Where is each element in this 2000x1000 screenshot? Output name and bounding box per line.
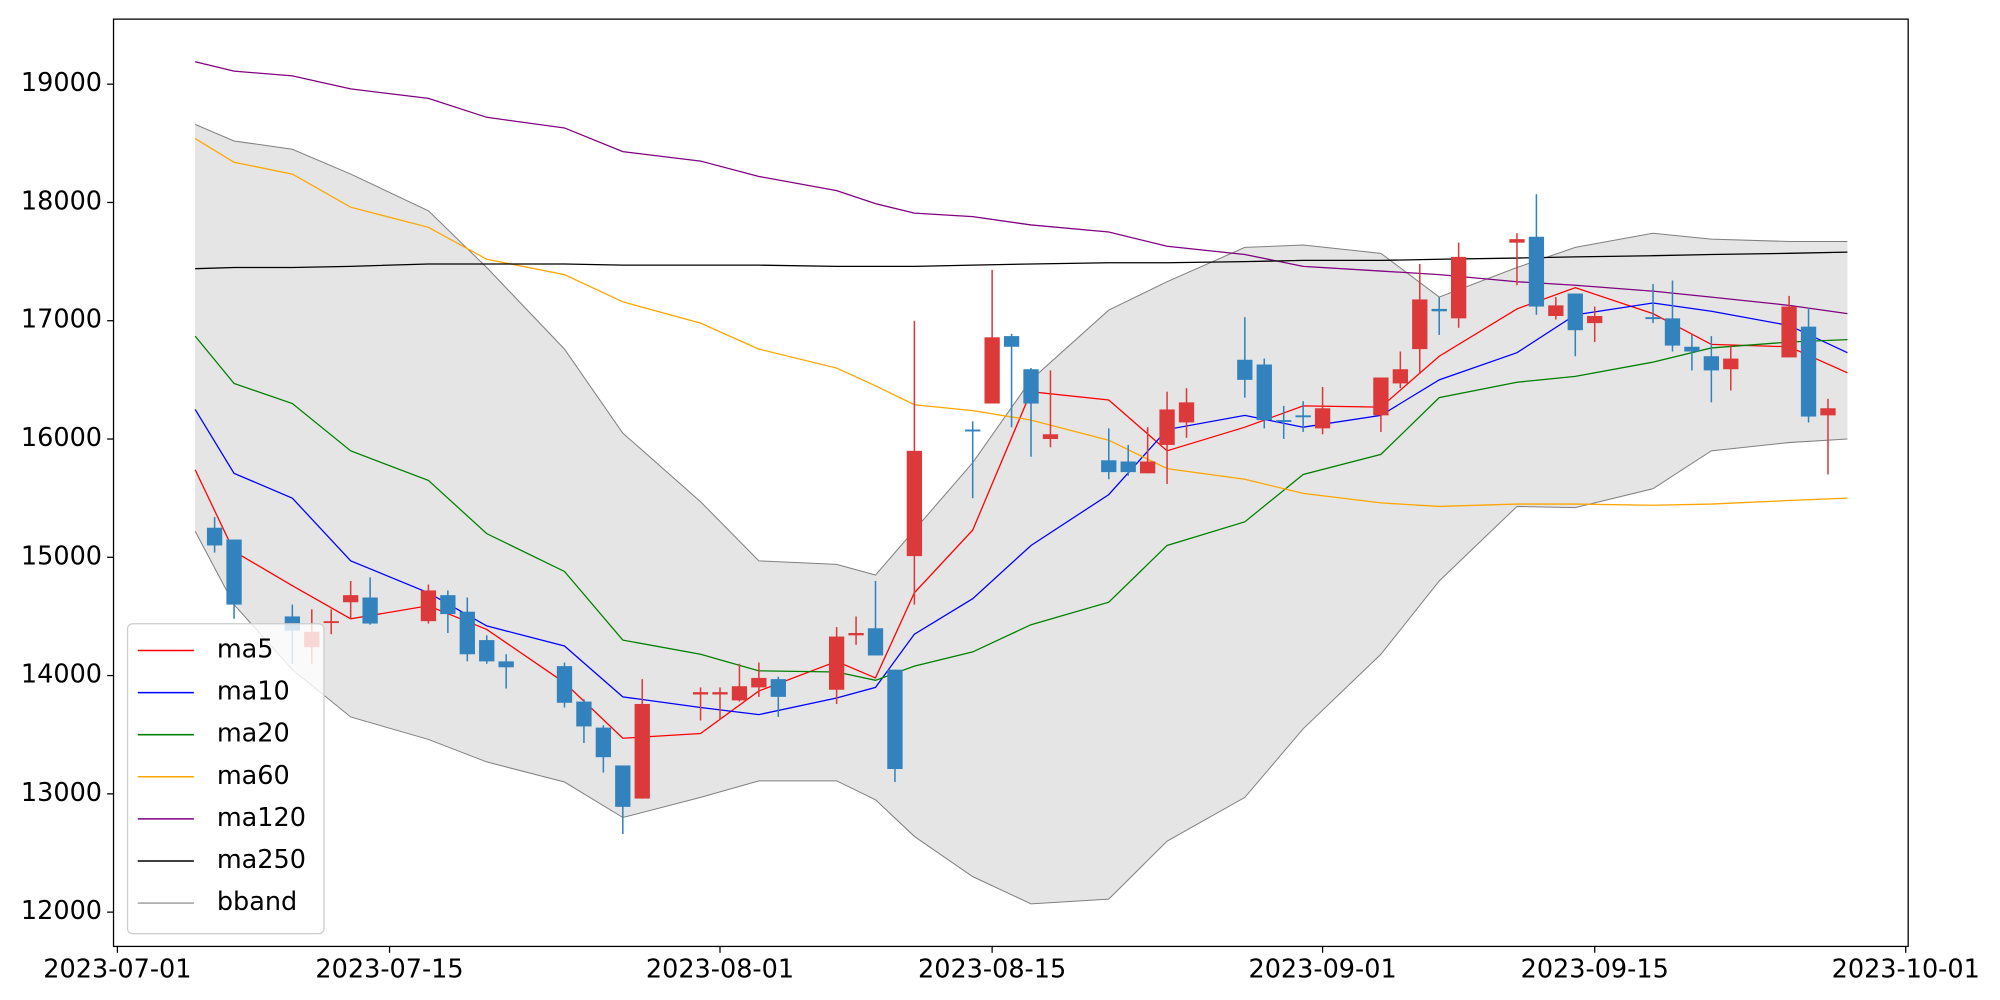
bband-fill	[195, 124, 1848, 904]
candle-body	[479, 640, 495, 662]
legend-label: ma5	[217, 635, 274, 665]
candle-body	[1509, 239, 1525, 243]
candle-body	[1567, 293, 1583, 331]
candle-body	[362, 597, 378, 624]
candle-body	[848, 632, 864, 636]
candle-body	[1392, 369, 1408, 384]
plot-frame	[112, 18, 1909, 948]
candle-body	[1820, 408, 1836, 416]
candle-body	[1042, 434, 1059, 440]
candle-body	[1450, 256, 1467, 319]
candle-body	[1314, 408, 1331, 429]
candle-body	[712, 692, 728, 695]
candle-body	[343, 595, 359, 603]
y-tick-label: 14000	[21, 660, 102, 690]
candle-body	[1781, 306, 1797, 358]
candle-body	[1373, 377, 1389, 416]
candle-body	[965, 429, 981, 432]
y-tick-label: 12000	[21, 896, 102, 926]
x-tick-label: 2023-08-01	[646, 955, 794, 985]
candle-body	[420, 590, 437, 622]
x-tick-label: 2023-09-01	[1248, 955, 1396, 985]
candle-body	[1276, 420, 1292, 423]
candle-body	[1664, 318, 1681, 346]
candle-body	[323, 621, 339, 624]
legend: ma5 ma10 ma20 ma60 ma120 ma250 bband	[126, 623, 325, 935]
candle-body	[1800, 326, 1817, 417]
candle-body	[1003, 336, 1020, 347]
y-tick-label: 13000	[21, 778, 102, 808]
legend-box	[126, 623, 325, 935]
candle-body	[1548, 305, 1564, 317]
candle-body	[1703, 356, 1720, 371]
candle-body	[770, 679, 786, 697]
candle-body	[1528, 236, 1545, 307]
candle-body	[1723, 358, 1739, 370]
candle-body	[595, 727, 612, 758]
ma-line	[194, 138, 1848, 508]
y-tick-label: 16000	[21, 423, 102, 453]
x-tick-label: 2023-10-01	[1832, 955, 1980, 985]
ma-line	[195, 61, 1848, 315]
candle-body	[459, 611, 475, 655]
candle-body	[906, 450, 923, 557]
candle-body	[1237, 359, 1253, 380]
candle-body	[1431, 308, 1447, 312]
candle-body	[1178, 402, 1195, 423]
legend-label: ma60	[217, 761, 290, 791]
bband-lower	[194, 438, 1848, 905]
candle-body	[1256, 364, 1272, 421]
x-tick-label: 2023-09-15	[1521, 955, 1669, 985]
legend-label: ma10	[217, 677, 290, 707]
candle-body	[556, 666, 573, 703]
ma-line	[194, 335, 1848, 681]
candle-body	[731, 686, 748, 701]
candle-body	[887, 669, 903, 770]
candle-body	[1587, 316, 1603, 324]
y-tick-label: 15000	[21, 541, 102, 571]
legend-label: ma250	[217, 845, 306, 875]
y-tick-label: 17000	[21, 305, 102, 335]
candle-body	[751, 677, 767, 688]
candle-body	[634, 703, 650, 799]
candle-body	[576, 701, 592, 727]
ma-line	[195, 251, 1848, 270]
x-tick-label: 2023-07-01	[43, 955, 191, 985]
candle-body	[1684, 346, 1700, 352]
candle-body	[206, 527, 223, 546]
candle-body	[1101, 460, 1117, 473]
candle-body	[1645, 317, 1661, 320]
candle-body	[1023, 369, 1039, 404]
candle-body	[1295, 415, 1311, 418]
candle-body	[692, 692, 709, 695]
candle-body	[1120, 461, 1136, 473]
candle-body	[498, 661, 514, 668]
candle-body	[440, 595, 456, 615]
candle-body	[828, 636, 845, 690]
x-tick-label: 2023-08-15	[918, 955, 1066, 985]
candle-body	[226, 539, 242, 605]
candle-body	[867, 628, 884, 656]
candle-body	[615, 765, 631, 807]
legend-label: ma20	[217, 719, 290, 749]
y-tick-label: 18000	[21, 186, 102, 216]
y-tick-label: 19000	[21, 68, 102, 98]
candle-body	[984, 337, 1000, 404]
legend-label: bband	[217, 887, 297, 917]
candle-body	[1159, 409, 1175, 445]
x-tick-label: 2023-07-15	[315, 955, 463, 985]
legend-label: ma120	[217, 803, 306, 833]
candle-body	[1412, 299, 1428, 350]
candle-body	[1139, 461, 1156, 474]
